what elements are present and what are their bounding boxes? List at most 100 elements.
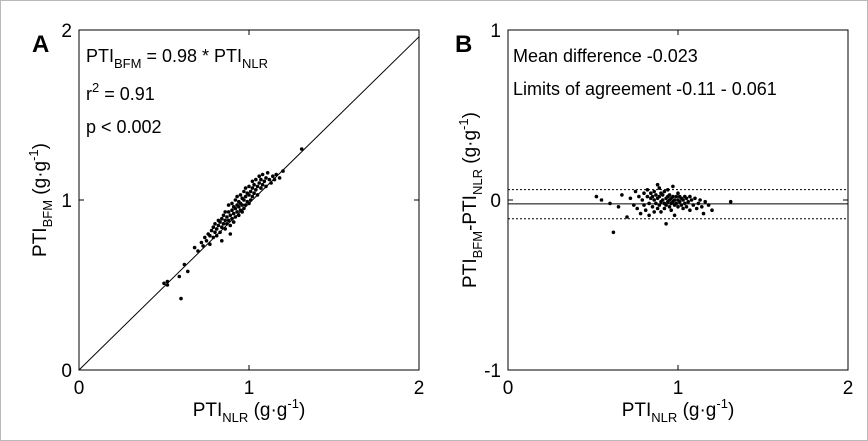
panel-b-data-point	[688, 194, 692, 199]
panel-a-data-point	[250, 194, 255, 199]
panel-a-data-point	[257, 181, 262, 185]
panel-b-data-point	[650, 205, 655, 209]
panel-a-data-point	[220, 225, 224, 229]
panel-b-data-point	[625, 215, 629, 219]
panel-a-data-point	[226, 203, 231, 207]
panel-a-data-point	[225, 222, 229, 226]
panel-a-data-point	[259, 177, 263, 182]
panel-a-data-point	[248, 198, 253, 202]
panel-a-data-point	[231, 211, 236, 216]
panel-a-data-point	[230, 208, 234, 212]
panel-a-data-point	[264, 176, 268, 180]
panel-b-data-point	[684, 196, 689, 201]
panel-a-data-point	[220, 239, 224, 243]
panel-a-data-point	[220, 216, 224, 221]
panel-b-data-point	[693, 196, 697, 201]
panel-b-data-point	[633, 189, 638, 194]
panel-b-data-point	[642, 191, 646, 195]
panel-a-data-point	[272, 177, 277, 182]
panel-b-data-point	[703, 199, 707, 204]
panel-a-data-point	[226, 218, 231, 223]
panel-a-data-point	[260, 172, 265, 177]
panel-b-data-point	[667, 205, 672, 209]
panel-b-data-point	[691, 203, 696, 207]
panel-a-data-point	[262, 179, 267, 184]
panel-b-data-point	[672, 213, 677, 218]
panel-a: A 0 1 2 0 1 2 PTIBFM = 0.98 * PTINLR r2 = 0.9…	[26, 21, 424, 425]
panel-a-ytick-label: 0	[61, 361, 72, 382]
panel-a-data-point	[265, 171, 270, 175]
panel-b-data-point	[671, 184, 675, 189]
panel-b-data-point	[659, 210, 663, 214]
panel-a-data-point	[242, 198, 246, 202]
panel-a-data-point	[218, 230, 222, 235]
panel-a-data-point	[211, 235, 216, 240]
panel-b-data-point	[655, 182, 660, 187]
panel-b-data-point	[669, 208, 673, 212]
panel-b-data-point	[684, 205, 689, 209]
panel-b-data-point	[594, 194, 599, 199]
panel-a-data-point	[252, 182, 256, 187]
panel-b-data-point	[655, 206, 660, 211]
panel-b-xtick-label: 2	[843, 378, 854, 399]
panel-a-xlabel: PTINLR (g·g-1)	[193, 396, 306, 425]
panel-b-data-point	[701, 211, 706, 216]
panel-a-label: A	[32, 31, 49, 58]
panel-a-data-point	[240, 210, 244, 214]
panel-b-data-point	[628, 196, 633, 201]
panel-a-data-point	[267, 177, 272, 182]
panel-a-ylabel: PTIBFM (g·g-1)	[26, 143, 55, 257]
panel-b-mean-difference: Mean difference -0.023	[513, 46, 698, 66]
panel-a-data-point	[203, 235, 207, 240]
panel-b-data-point	[671, 194, 675, 199]
panel-b-data-point	[662, 206, 667, 211]
panel-b-xtick-label: 0	[503, 378, 514, 399]
panel-b-xtick-label: 1	[673, 378, 684, 399]
panel-b-data-point	[664, 222, 668, 226]
panel-a-data-point	[218, 220, 222, 224]
panel-a-data-point	[192, 245, 197, 250]
panel-b-data-point	[694, 206, 699, 211]
panel-a-data-point	[208, 233, 212, 238]
panel-b-data-point	[698, 198, 702, 202]
panel-a-data-point	[242, 189, 246, 194]
panel-a-ytick-label: 1	[61, 191, 72, 212]
panel-a-data-point	[228, 223, 233, 228]
panel-b-data-point	[608, 201, 612, 206]
panel-b-data-point	[679, 203, 684, 207]
panel-a-data-point	[237, 213, 241, 218]
panel-a-data-point	[237, 205, 241, 209]
panel-a-data-point	[250, 179, 255, 184]
panel-a-data-point	[259, 186, 263, 190]
panel-a-data-point	[233, 198, 238, 202]
panel-a-data-point	[255, 184, 260, 189]
panel-a-data-point	[274, 172, 279, 177]
panel-b-data-point	[686, 199, 690, 204]
panel-b-ylabel: PTIBFM-PTINLR (g·g-1)	[456, 112, 485, 288]
panel-a-data-point	[196, 249, 200, 253]
panel-b-data-point	[681, 206, 685, 211]
panel-a-ticks: 0 1 2 0 1 2	[61, 21, 424, 399]
panel-a-data-point	[216, 223, 221, 228]
panel-a-data-point	[182, 262, 187, 267]
panel-a-data-point	[228, 213, 233, 218]
panel-a-xtick-label: 1	[244, 378, 255, 399]
panel-b-data-point	[700, 205, 704, 209]
panel-a-data-point	[177, 274, 182, 279]
panel-b-data-point	[652, 189, 656, 194]
panel-a-data-point	[221, 213, 226, 218]
panel-a-data-point	[271, 174, 275, 178]
panel-b-data-point	[650, 194, 655, 199]
panel-a-data-point	[243, 194, 248, 199]
panel-a-equation: PTIBFM = 0.98 * PTINLR	[86, 46, 268, 71]
panel-a-data-point	[247, 193, 251, 197]
panel-b-data-point	[652, 198, 656, 202]
panel-b-data-point	[710, 208, 714, 212]
panel-a-data-point	[165, 283, 170, 287]
panel-a-data-point	[240, 203, 244, 207]
panel-b-data-point	[667, 193, 672, 197]
panel-b-data-point	[706, 203, 711, 207]
panel-a-data-point	[238, 193, 243, 197]
panel-a-data-point	[214, 227, 219, 231]
